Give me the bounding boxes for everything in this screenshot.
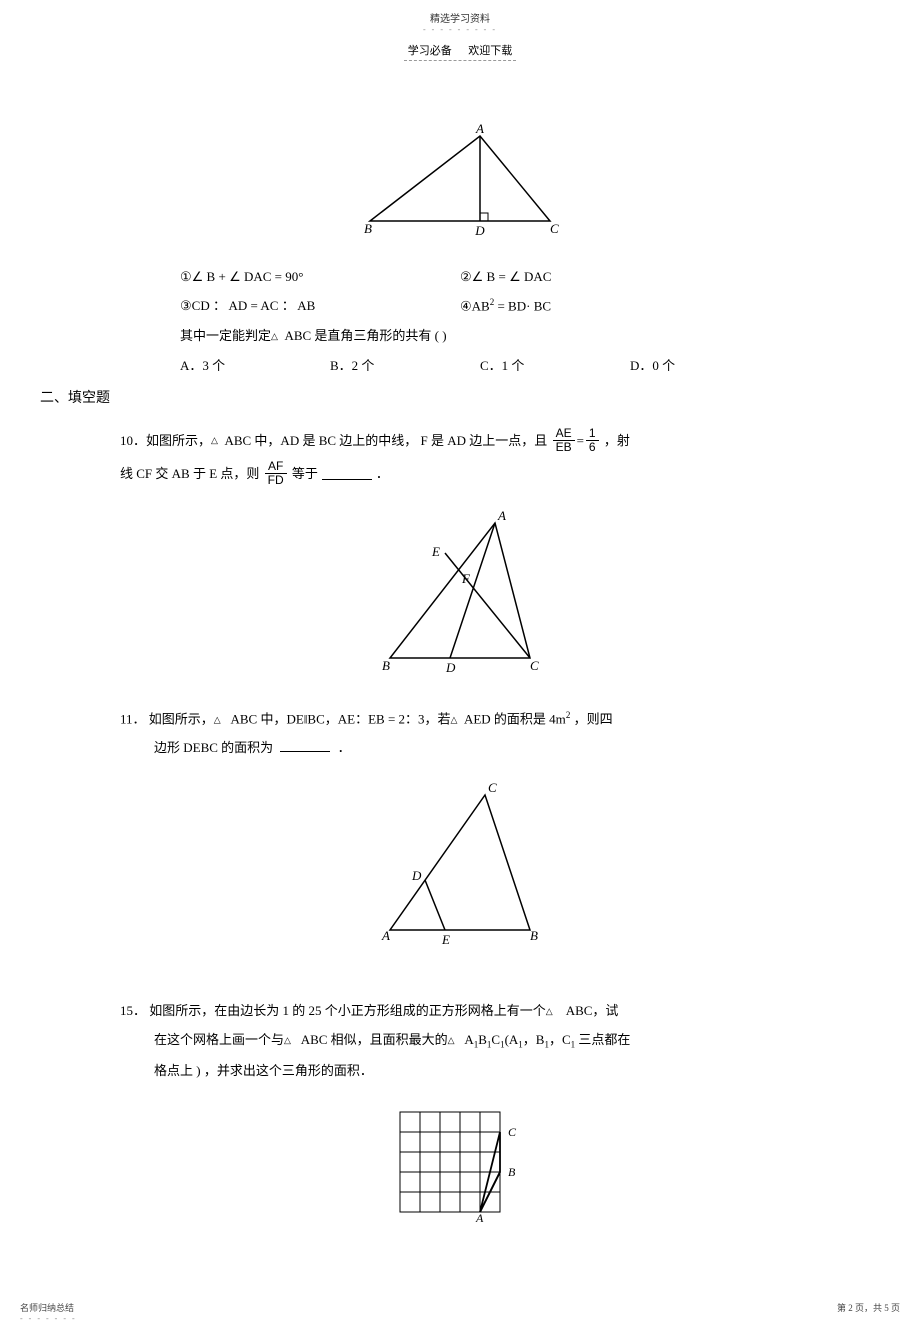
svg-text:B: B: [508, 1165, 516, 1179]
q15-line3: 格点上 ) ，并求出这个三角形的面积．: [120, 1059, 800, 1082]
svg-text:B: B: [382, 658, 390, 673]
page-header: 精选学习资料 - - - - - - - - - 学习必备 欢迎下载: [0, 0, 920, 61]
q11-line1: 11． 如图所示，△ ABC 中，DE‖BC，AE：EB = 2：3，若△ AE…: [120, 707, 800, 731]
svg-text:C: C: [530, 658, 539, 673]
footer-right: 第 2 页，共 5 页: [837, 1301, 900, 1314]
q10-figure: A B C D E F: [120, 508, 800, 687]
q9-opt3: ③CD ： AD = AC ： AB: [180, 294, 460, 318]
q9-opt1: ①∠ B + ∠ DAC = 90°: [180, 265, 460, 288]
svg-text:F: F: [461, 571, 471, 586]
q9-choices: A．3 个 B．2 个 C．1 个 D．0 个: [180, 354, 800, 377]
svg-text:C: C: [550, 221, 559, 236]
q9-stem: 其中一定能判定△ ABC 是直角三角形的共有 ( ): [180, 324, 800, 347]
svg-text:A: A: [475, 1211, 484, 1222]
q9-figure: A B D C: [120, 121, 800, 245]
svg-text:A: A: [497, 508, 506, 523]
fraction-1-6: 1 6: [586, 427, 599, 454]
header-subtitle: 学习必备 欢迎下载: [404, 42, 517, 61]
section-2-title: 二、填空题: [40, 387, 800, 407]
svg-text:E: E: [431, 544, 440, 559]
q9-opt4: ④AB2 = BD· BC: [460, 294, 551, 318]
q9-choice-a: A．3 个: [180, 354, 330, 377]
svg-text:D: D: [445, 660, 456, 675]
q15-figure: C B A: [120, 1102, 800, 1231]
q15-line1: 15． 如图所示，在由边长为 1 的 25 个小正方形组成的正方形网格上有一个△…: [120, 999, 800, 1022]
svg-text:D: D: [411, 868, 422, 883]
page-content: A B D C ①∠ B + ∠ DAC = 90° ②∠ B = ∠ DAC …: [0, 61, 920, 1231]
q11: 11． 如图所示，△ ABC 中，DE‖BC，AE：EB = 2：3，若△ AE…: [120, 707, 800, 959]
header-dots: - - - - - - - - -: [0, 25, 920, 34]
header-title: 精选学习资料: [0, 10, 920, 25]
q9-choice-c: C．1 个: [480, 354, 630, 377]
q10: 10． 如图所示，△ ABC 中，AD 是 BC 边上的中线， F 是 AD 边…: [120, 427, 800, 687]
svg-text:E: E: [441, 932, 450, 947]
svg-text:B: B: [364, 221, 372, 236]
header-sub-right: 欢迎下载: [468, 45, 512, 57]
header-sub-left: 学习必备: [408, 45, 452, 57]
svg-text:C: C: [508, 1125, 517, 1139]
svg-text:A: A: [381, 928, 390, 943]
q9-body: ①∠ B + ∠ DAC = 90° ②∠ B = ∠ DAC ③CD ： AD…: [120, 265, 800, 377]
fraction-ae-eb: AE EB: [553, 427, 575, 454]
q11-line2: 边形 DEBC 的面积为 ．: [120, 736, 800, 759]
q9-choice-b: B．2 个: [330, 354, 480, 377]
fraction-af-fd: AF FD: [265, 460, 287, 487]
q11-blank: [280, 739, 330, 752]
q10-line2: 线 CF 交 AB 于 E 点，则 AF FD 等于 ．: [120, 460, 800, 487]
q9-choice-d: D．0 个: [630, 354, 780, 377]
q9-opt2: ②∠ B = ∠ DAC: [460, 265, 551, 288]
svg-text:C: C: [488, 780, 497, 795]
q11-figure: C A B D E: [120, 780, 800, 959]
svg-text:A: A: [475, 121, 484, 136]
q10-line1: 10． 如图所示，△ ABC 中，AD 是 BC 边上的中线， F 是 AD 边…: [120, 427, 800, 454]
q15: 15． 如图所示，在由边长为 1 的 25 个小正方形组成的正方形网格上有一个△…: [120, 999, 800, 1232]
svg-text:B: B: [530, 928, 538, 943]
q10-blank: [322, 467, 372, 480]
footer-left: 名师归纳总结 - - - - - - -: [20, 1301, 77, 1323]
q15-line2: 在这个网格上画一个与△ ABC 相似，且面积最大的△ A1B1C1(A1，B1，…: [120, 1028, 800, 1053]
svg-text:D: D: [474, 223, 485, 238]
